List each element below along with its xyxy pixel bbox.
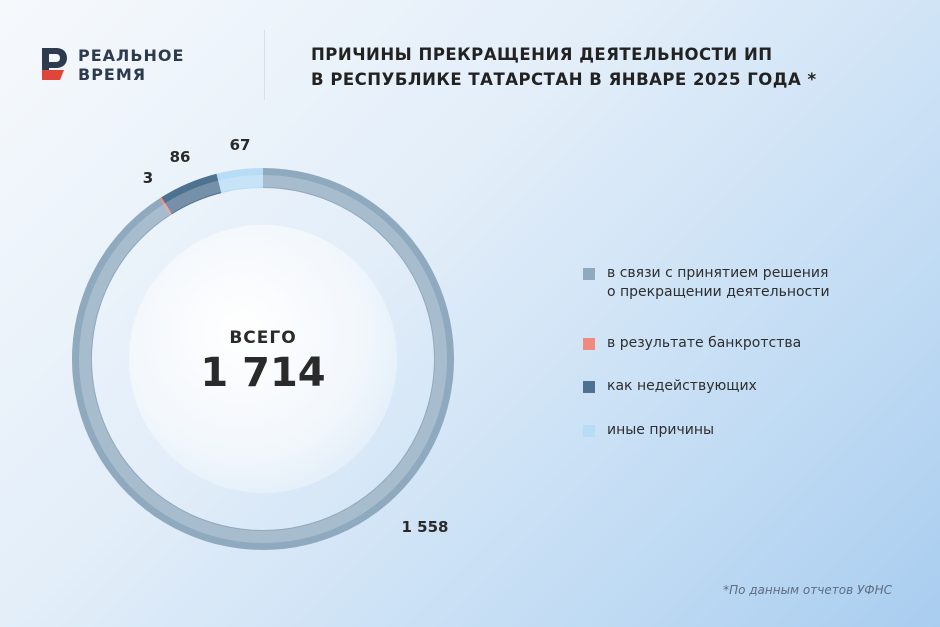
donut-inner-circle bbox=[129, 225, 397, 493]
legend-label-0: в связи с принятием решения о прекращении… bbox=[607, 265, 830, 300]
legend-swatch-3 bbox=[583, 425, 595, 437]
donut-slices bbox=[71, 168, 454, 551]
legend-label-3: иные причины bbox=[607, 422, 715, 438]
legend-swatch-1 bbox=[583, 338, 595, 350]
slice-value-label-3: 67 bbox=[230, 136, 251, 154]
total-label: ВСЕГО bbox=[229, 328, 297, 348]
legend-label-2: как недействующих bbox=[607, 378, 757, 394]
legend-swatch-2 bbox=[583, 381, 595, 393]
slice-labels: 1 558 3 86 67 bbox=[143, 136, 449, 536]
title-line-2: В РЕСПУБЛИКЕ ТАТАРСТАН В ЯНВАРЕ 2025 ГОД… bbox=[311, 70, 817, 89]
header-divider bbox=[264, 30, 265, 100]
slice-value-label-1: 3 bbox=[143, 169, 153, 187]
brand-name-line1: РЕАЛЬНОЕ bbox=[78, 46, 185, 65]
legend-swatch-0 bbox=[583, 268, 595, 280]
donut-slice-3 bbox=[216, 168, 263, 194]
donut-slice-1 bbox=[159, 197, 173, 216]
donut-ring-highlight bbox=[79, 175, 447, 543]
slice-value-label-0: 1 558 bbox=[402, 518, 449, 536]
legend-label-1: в результате банкротства bbox=[607, 335, 802, 351]
brand-logo-icon bbox=[42, 48, 67, 80]
slice-value-label-2: 86 bbox=[170, 148, 191, 166]
brand-name-line2: ВРЕМЯ bbox=[78, 65, 147, 84]
donut-slice-2 bbox=[161, 173, 222, 215]
footnote: *По данным отчетов УФНС bbox=[723, 583, 892, 597]
brand-logo: РЕАЛЬНОЕ ВРЕМЯ bbox=[38, 46, 218, 86]
title-line-1: ПРИЧИНЫ ПРЕКРАЩЕНИЯ ДЕЯТЕЛЬНОСТИ ИП bbox=[311, 45, 773, 64]
total-value: 1 714 bbox=[200, 350, 326, 396]
page-title: ПРИЧИНЫ ПРЕКРАЩЕНИЯ ДЕЯТЕЛЬНОСТИ ИП В РЕ… bbox=[311, 42, 911, 92]
